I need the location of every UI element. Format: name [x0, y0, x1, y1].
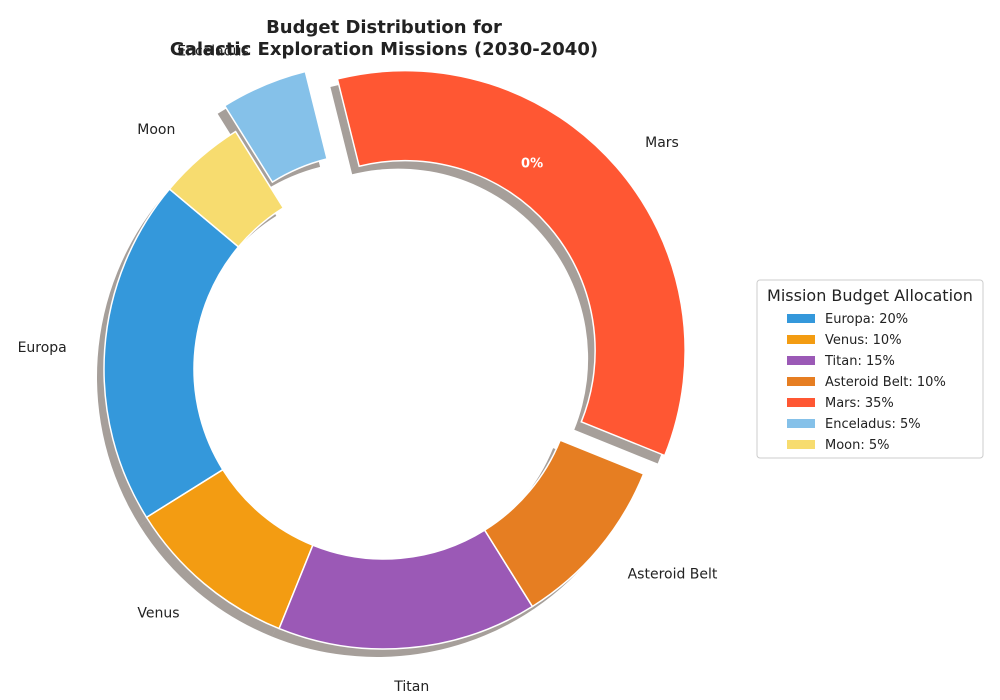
- legend-swatch-europa: [787, 314, 815, 323]
- legend-swatch-enceladus: [787, 419, 815, 428]
- chart-title-line-2: Galactic Exploration Missions (2030-2040…: [170, 39, 598, 60]
- legend-entry-europa: Europa: 20%: [825, 312, 908, 327]
- slice-label-asteroid-belt: Asteroid Belt: [628, 566, 718, 582]
- legend-swatch-asteroid-belt: [787, 377, 815, 386]
- legend: Mission Budget Allocation Europa: 20% Ven…: [756, 279, 984, 459]
- legend-entry-moon: Moon: 5%: [825, 438, 890, 453]
- slice-label-mars: Mars: [645, 135, 679, 151]
- legend-swatch-mars: [787, 398, 815, 407]
- legend-swatch-moon: [787, 440, 815, 449]
- legend-swatch-venus: [787, 335, 815, 344]
- slice-label-enceladus: Enceladus: [177, 44, 249, 60]
- slice-label-venus: Venus: [137, 606, 179, 622]
- legend-entry-venus: Venus: 10%: [825, 333, 902, 348]
- slice-mars: [336, 69, 686, 457]
- donut-slices: [103, 69, 686, 650]
- slice-label-europa: Europa: [18, 340, 67, 356]
- slice-label-titan: Titan: [393, 679, 429, 695]
- slice-label-moon: Moon: [137, 122, 175, 138]
- slice-europa: [103, 187, 240, 519]
- legend-entry-mars: Mars: 35%: [825, 396, 894, 411]
- slice-enceladus: [223, 70, 329, 184]
- pct-label-mars: 0%: [521, 156, 543, 171]
- percent-labels: 0%: [521, 156, 543, 171]
- legend-title: Mission Budget Allocation: [767, 286, 973, 305]
- chart-title-line-1: Budget Distribution for: [266, 17, 502, 38]
- slice-moon: [168, 130, 285, 248]
- legend-frame: [756, 279, 984, 459]
- legend-entry-titan: Titan: 15%: [824, 354, 895, 369]
- slice-labels: Europa Venus Titan Asteroid Belt Mars Encelad…: [18, 44, 718, 695]
- slice-asteroid-belt: [483, 439, 645, 608]
- legend-entry-asteroid-belt: Asteroid Belt: 10%: [825, 375, 946, 390]
- legend-entry-enceladus: Enceladus: 5%: [825, 417, 921, 432]
- legend-swatch-titan: [787, 356, 815, 365]
